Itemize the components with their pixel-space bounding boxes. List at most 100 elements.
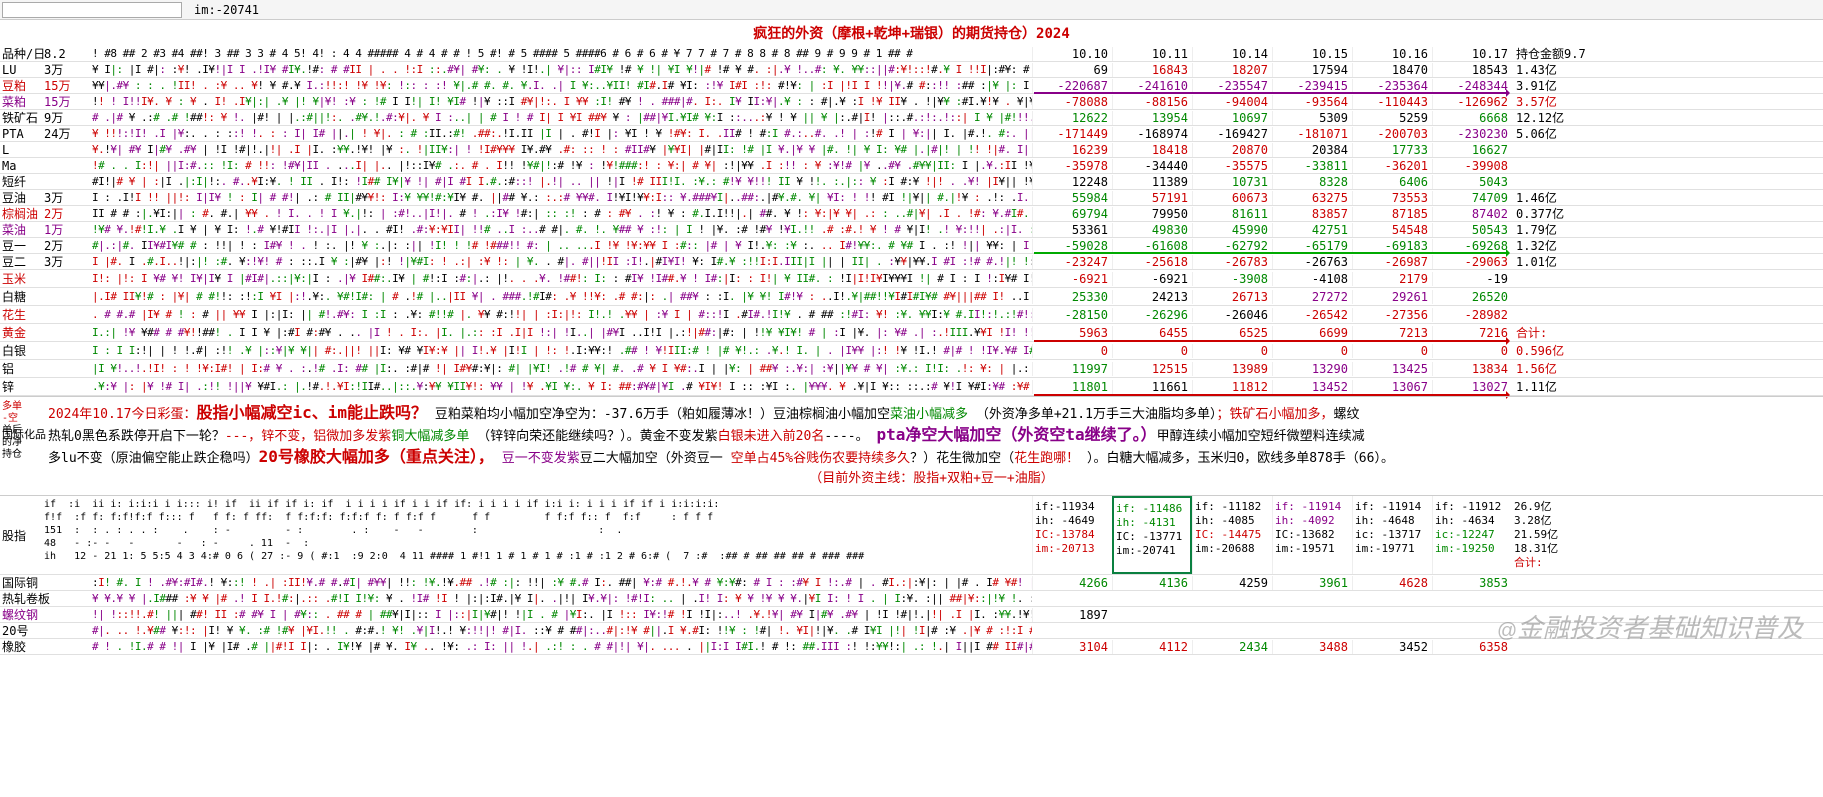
row-history: I.:| !¥ ¥## # #¥!!##! . I I ¥ |:#I #:#¥ … (92, 326, 1032, 339)
row-history: II # # :|.¥I:|| : #. #.| ¥¥ . ! I. . ! I… (92, 207, 1032, 220)
main-grid: 品种/日 8.2 ! #8 ## 2 #3 #4 ##! 3 ## 3 3 # … (0, 46, 1823, 396)
row-val: -6921 (1112, 272, 1192, 286)
row-val: -230230 (1432, 127, 1512, 141)
row-val: -26296 (1112, 308, 1192, 322)
row-玉米: 玉米 I!: |!: I ¥# ¥! I¥|I¥ I |#I#|.::|¥:|I… (0, 270, 1823, 288)
row-sub: 3万 (44, 61, 92, 78)
row-label: 黄金 (0, 324, 44, 341)
row-label: 豆一 (0, 237, 44, 254)
row-val: -235364 (1352, 79, 1432, 93)
row-ext: 1.32亿 (1512, 237, 1572, 254)
row-短纤: 短纤 #I!|# ¥ | :|I .|:I|!:. #..¥I:¥. ! II … (0, 174, 1823, 190)
row-ext: 3.91亿 (1512, 77, 1572, 94)
row-val: 0 (1272, 344, 1352, 358)
row-history: ¥.!¥| #¥ I|#¥ .#¥ | !I !#|!.|!| .I |I. :… (92, 143, 1032, 156)
row-val: 6668 (1432, 111, 1512, 125)
gz-col: if: -11486ih: -4131 IC: -13771im:-20741 (1112, 496, 1192, 574)
row-val: 60673 (1192, 191, 1272, 205)
row-label: 短纤 (0, 173, 44, 190)
row-val: 7216 (1432, 326, 1512, 340)
row-history: |I ¥!..!.!I! : ! !¥:I#! | I:# ¥ . :.!# .… (92, 362, 1032, 375)
search-input[interactable] (2, 2, 182, 18)
row-val: 4266 (1032, 576, 1112, 590)
row-val: 2434 (1192, 640, 1272, 654)
row-val: -248344 (1432, 79, 1512, 93)
row-val: -65179 (1272, 239, 1352, 253)
row-豆油: 豆油 3万 I : .I!I !! ||!: I|I¥ ! : I| # #!|… (0, 190, 1823, 206)
row-ext: 3.57亿 (1512, 93, 1572, 110)
row-val: 29261 (1352, 290, 1432, 304)
row-val: -78088 (1032, 95, 1112, 109)
row-val: 69794 (1032, 207, 1112, 221)
row-val: 0 (1432, 344, 1512, 358)
row-val: -29063 (1432, 255, 1512, 269)
row-val: 4259 (1192, 576, 1272, 590)
hdr-mid: ! #8 ## 2 #3 #4 ##! 3 ## 3 3 # 4 5! 4! :… (92, 47, 1032, 60)
row-val: -23247 (1032, 255, 1112, 269)
row-val: -4108 (1272, 272, 1352, 286)
row-val: 16239 (1032, 143, 1112, 157)
gz-col: if: -11914ih: -4648 ic: -13717im:-19771 (1352, 496, 1432, 574)
row-val: 0 (1032, 344, 1112, 358)
row-val: 11812 (1192, 380, 1272, 394)
row-val: 6358 (1432, 640, 1512, 654)
row-sub: 3万 (44, 253, 92, 270)
row-ext: 0.596亿 (1512, 342, 1572, 359)
row-val: 0 (1352, 344, 1432, 358)
row-val: -35978 (1032, 159, 1112, 173)
hdr-c0: 品种/日 (0, 45, 44, 62)
row-val: 18543 (1432, 63, 1512, 77)
row-val: 6455 (1112, 326, 1192, 340)
row-菜油: 菜油 1万 !¥# ¥.!#!I.¥ .I ¥ | ¥ I: !.# ¥!#II… (0, 222, 1823, 238)
row-val: 0 (1192, 344, 1272, 358)
search-display: im:-20741 (194, 3, 259, 17)
row-val: -3908 (1192, 272, 1272, 286)
row-val: -25618 (1112, 255, 1192, 269)
row-history: !! ! I!!I¥. ¥ : ¥ . I! .I¥|:| .¥ |! ¥|¥!… (92, 95, 1032, 108)
row-val: 5963 (1032, 326, 1112, 340)
row-history: I : I I:!| | ! !.#| :!! .¥ |::¥|¥ ¥|| #:… (92, 344, 1032, 357)
row-val: 53361 (1032, 223, 1112, 237)
hdr-date: 10.14 (1192, 47, 1272, 61)
page-title: 疯狂的外资（摩根+乾坤+瑞银）的期货持仓）2024 (0, 20, 1823, 46)
row-val: 10697 (1192, 111, 1272, 125)
row-val: 4136 (1112, 576, 1192, 590)
row-val: -69183 (1352, 239, 1432, 253)
row-val: 4628 (1352, 576, 1432, 590)
row-val: 2179 (1352, 272, 1432, 286)
row-val: 13290 (1272, 362, 1352, 376)
row-val: 13954 (1112, 111, 1192, 125)
gz-col: if: -11914ih: -4092 IC:-13682im:-19571 (1272, 496, 1352, 574)
row-ext: 1.46亿 (1512, 189, 1572, 206)
row-history: ¥ !!!:!I! .I |¥:. . : ::! !. : : I| I# |… (92, 127, 1032, 140)
row-sub: 15万 (44, 77, 92, 94)
row-val: -62792 (1192, 239, 1272, 253)
row-sub: 2万 (44, 205, 92, 222)
row-val: -88156 (1112, 95, 1192, 109)
row-val: 17594 (1272, 63, 1352, 77)
row-val: -39908 (1432, 159, 1512, 173)
row-黄金: 黄金 I.:| !¥ ¥## # #¥!!##! . I I ¥ |:#I #:… (0, 324, 1823, 342)
row-val: 13067 (1352, 380, 1432, 394)
row-val: 3488 (1272, 640, 1352, 654)
row-val: -69268 (1432, 239, 1512, 253)
row-国际铜: 国际铜 :I! #. I ! .#¥:#I#.! ¥::! ! .| :II!¥… (0, 575, 1823, 591)
hdr-date: 10.11 (1112, 47, 1192, 61)
row-val: 63275 (1272, 191, 1352, 205)
row-val: -26542 (1272, 308, 1352, 322)
row-val: -94004 (1192, 95, 1272, 109)
row-label: L (0, 143, 44, 157)
row-history: ¥ I|: |I #|: :¥! .I¥!|I I .!I¥ #I¥.!#: #… (92, 63, 1032, 76)
row-val: 3104 (1032, 640, 1112, 654)
row-L: L ¥.!¥| #¥ I|#¥ .#¥ | !I !#|!.|!| .I |I.… (0, 142, 1823, 158)
row-val: -26763 (1272, 255, 1352, 269)
row-val: 79950 (1112, 207, 1192, 221)
row-history: |.I# II¥!# : |¥| # #!!: :!:I ¥I |:!.¥:. … (92, 290, 1032, 303)
row-history: .¥:¥ |: |¥ !# I| .:!! !||¥ ¥#I.: |.!#.!.… (92, 380, 1032, 393)
row-val: 87402 (1432, 207, 1512, 221)
row-val: 26520 (1432, 290, 1512, 304)
row-val: -169427 (1192, 127, 1272, 141)
row-history: ¥ ¥.¥ ¥ |.I### :¥ ¥ |# .! I I.!#:|.:: .#… (92, 592, 1032, 605)
row-val: -93564 (1272, 95, 1352, 109)
row-val: 11997 (1032, 362, 1112, 376)
